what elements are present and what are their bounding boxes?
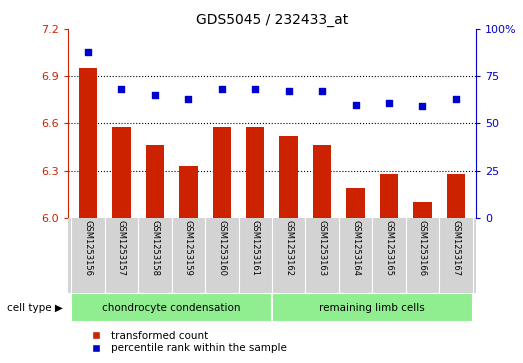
Text: GSM1253160: GSM1253160 xyxy=(217,220,226,276)
Point xyxy=(251,86,259,92)
Bar xyxy=(413,202,431,218)
Text: GSM1253167: GSM1253167 xyxy=(451,220,460,276)
Point xyxy=(117,86,126,92)
Text: GSM1253162: GSM1253162 xyxy=(284,220,293,276)
Text: GSM1253156: GSM1253156 xyxy=(84,220,93,276)
Bar xyxy=(279,136,298,218)
Text: GSM1253164: GSM1253164 xyxy=(351,220,360,276)
Bar xyxy=(380,174,398,218)
Bar xyxy=(313,146,331,218)
Text: cell type ▶: cell type ▶ xyxy=(7,303,63,313)
Text: GSM1253163: GSM1253163 xyxy=(317,220,327,276)
Text: GSM1253159: GSM1253159 xyxy=(184,220,193,276)
Text: GSM1253166: GSM1253166 xyxy=(418,220,427,276)
Bar xyxy=(213,127,231,218)
Point xyxy=(418,103,427,109)
Text: chondrocyte condensation: chondrocyte condensation xyxy=(103,303,241,313)
Text: GSM1253161: GSM1253161 xyxy=(251,220,260,276)
Title: GDS5045 / 232433_at: GDS5045 / 232433_at xyxy=(196,13,348,26)
Bar xyxy=(79,68,97,218)
Point xyxy=(351,102,360,107)
Point xyxy=(452,96,460,102)
Point xyxy=(151,92,159,98)
Point xyxy=(84,49,92,54)
Bar xyxy=(71,293,272,322)
Point xyxy=(318,89,326,94)
Bar xyxy=(146,146,164,218)
Bar xyxy=(179,166,198,218)
Bar xyxy=(246,127,265,218)
Text: remaining limb cells: remaining limb cells xyxy=(320,303,425,313)
Point xyxy=(184,96,192,102)
Point xyxy=(385,100,393,106)
Text: GSM1253158: GSM1253158 xyxy=(151,220,160,276)
Bar xyxy=(346,188,365,218)
Legend: transformed count, percentile rank within the sample: transformed count, percentile rank withi… xyxy=(82,327,291,357)
Bar xyxy=(272,293,473,322)
Text: GSM1253157: GSM1253157 xyxy=(117,220,126,276)
Bar xyxy=(112,127,131,218)
Point xyxy=(218,86,226,92)
Bar xyxy=(447,174,465,218)
Point xyxy=(285,89,293,94)
Text: GSM1253165: GSM1253165 xyxy=(384,220,393,276)
